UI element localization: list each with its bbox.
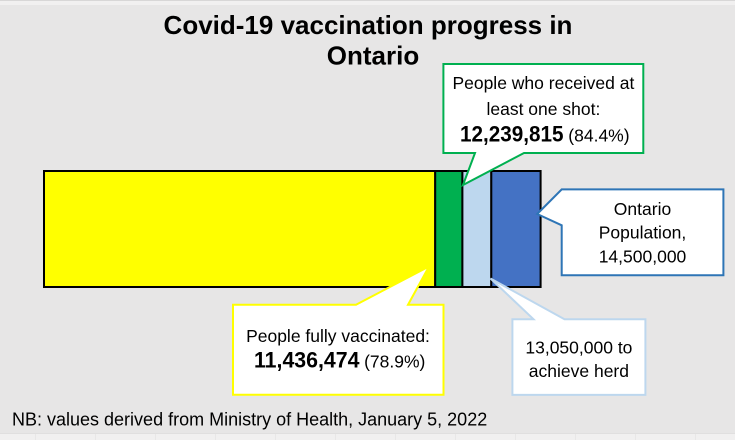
- svg-text:Ontario: Ontario: [614, 199, 671, 219]
- svg-text:13,050,000 to: 13,050,000 to: [525, 338, 632, 358]
- svg-text:least one shot:: least one shot:: [486, 99, 600, 119]
- svg-text:11,436,474: 11,436,474: [254, 348, 360, 373]
- svg-text:Covid-19 vaccination progress: Covid-19 vaccination progress in: [164, 10, 573, 40]
- svg-text:People who received at: People who received at: [452, 73, 634, 93]
- svg-text:NB: values derived from Minist: NB: values derived from Ministry of Heal…: [12, 409, 487, 429]
- svg-text:Ontario: Ontario: [327, 41, 419, 71]
- svg-text:(78.9%): (78.9%): [364, 352, 425, 372]
- svg-text:achieve herd: achieve herd: [529, 361, 629, 381]
- svg-text:12,239,815: 12,239,815: [460, 121, 564, 146]
- svg-text:14,500,000: 14,500,000: [599, 246, 687, 266]
- svg-text:People fully vaccinated:: People fully vaccinated:: [246, 326, 430, 346]
- svg-text:Population,: Population,: [599, 223, 687, 243]
- svg-text:(84.4%): (84.4%): [568, 125, 629, 145]
